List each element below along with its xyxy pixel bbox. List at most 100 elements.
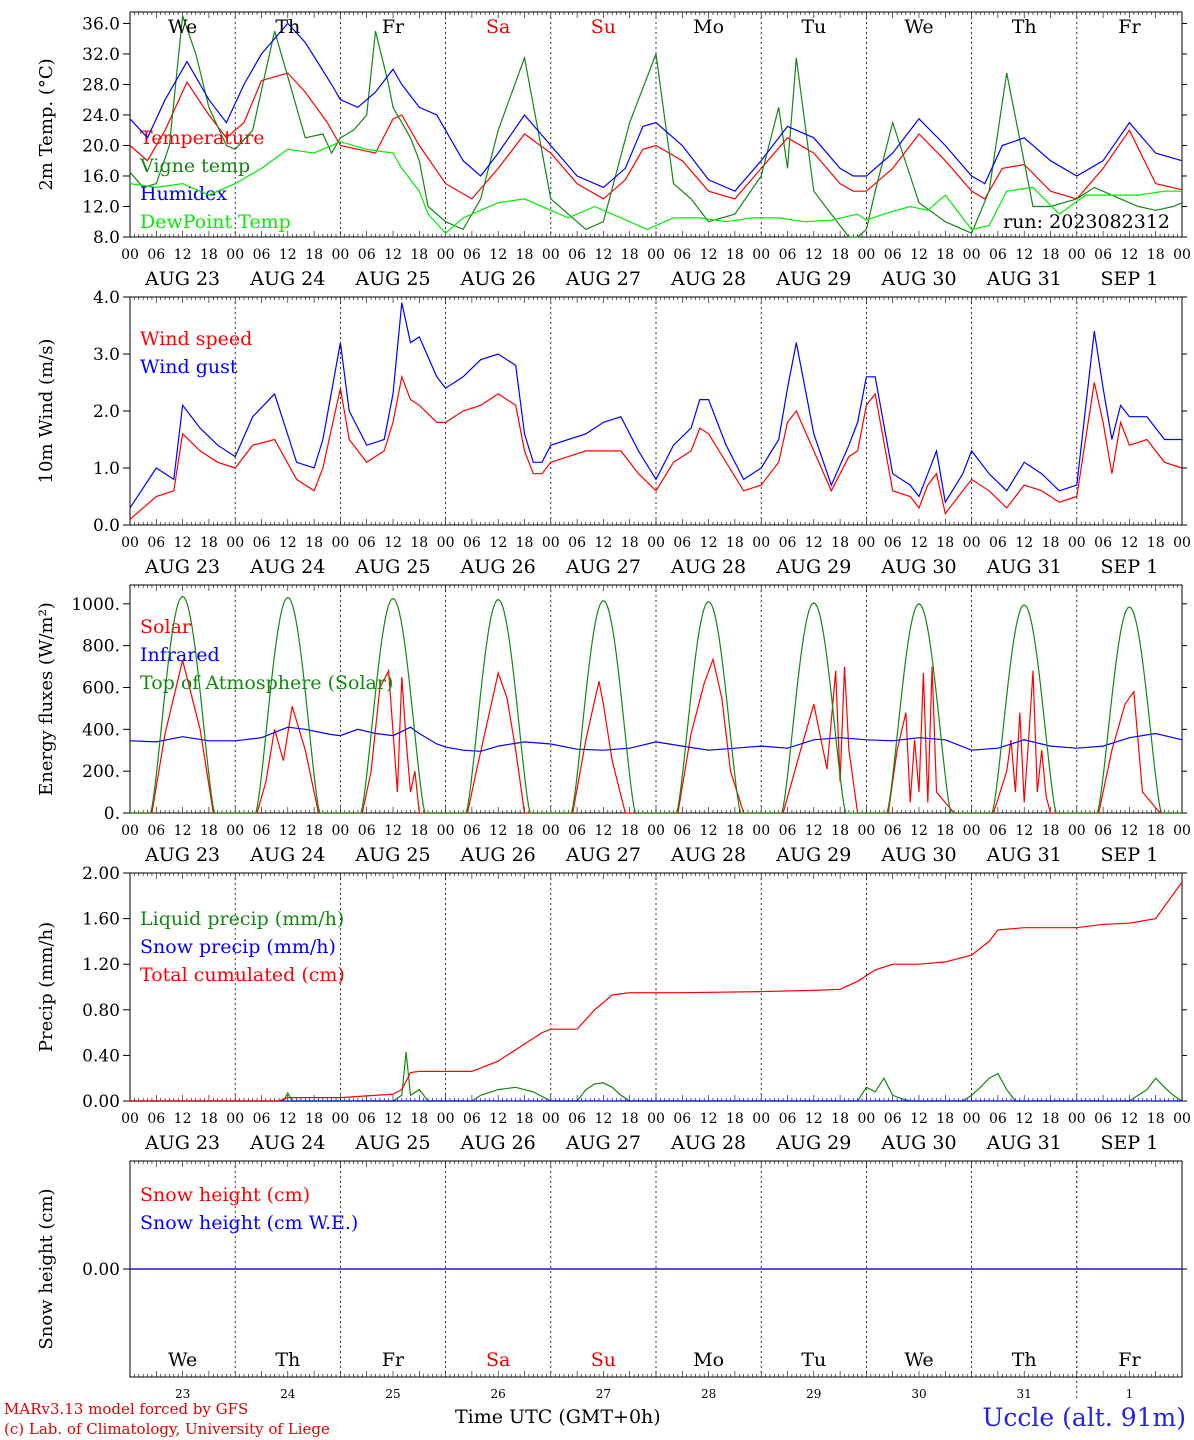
- date-label: AUG 31: [986, 844, 1062, 866]
- hour-tick-label: 18: [936, 1111, 954, 1127]
- hour-tick-label: 06: [989, 535, 1007, 551]
- hour-tick-label: 12: [700, 1111, 718, 1127]
- hour-tick-label: 00: [752, 823, 770, 839]
- date-label: AUG 30: [880, 844, 956, 866]
- date-label: AUG 31: [986, 268, 1062, 290]
- hour-tick-label: 06: [147, 1111, 165, 1127]
- weekday-label: We: [904, 16, 933, 38]
- date-label: AUG 25: [354, 268, 430, 290]
- hour-tick-label: 12: [489, 1111, 507, 1127]
- hour-tick-label: 18: [516, 1111, 534, 1127]
- hour-tick-label: 06: [989, 247, 1007, 263]
- y-tick-label: 20.0: [82, 136, 120, 156]
- date-label: AUG 29: [775, 268, 851, 290]
- series-line-temperature-1: [129, 15, 1183, 238]
- hour-tick-label: 00: [963, 823, 981, 839]
- hour-tick-label: 12: [805, 535, 823, 551]
- hour-tick-label: 00: [226, 823, 244, 839]
- hour-tick-label: 06: [1094, 1111, 1112, 1127]
- hour-tick-label: 12: [279, 535, 297, 551]
- hour-tick-label: 00: [121, 247, 139, 263]
- date-label: AUG 26: [460, 844, 536, 866]
- date-label: AUG 29: [775, 556, 851, 578]
- date-label: AUG 26: [460, 268, 536, 290]
- hour-tick-label: 00: [437, 1111, 455, 1127]
- hour-tick-label: 00: [542, 247, 560, 263]
- hour-tick-label: 06: [253, 535, 271, 551]
- hour-tick-label: 12: [594, 823, 612, 839]
- hour-tick-label: 06: [779, 823, 797, 839]
- hour-tick-label: 12: [594, 247, 612, 263]
- hour-tick-label: 00: [857, 1111, 875, 1127]
- hour-tick-label: 12: [174, 247, 192, 263]
- hour-tick-label: 06: [1094, 823, 1112, 839]
- hour-tick-label: 18: [936, 823, 954, 839]
- hour-tick-label: 00: [857, 535, 875, 551]
- hour-tick-label: 18: [831, 247, 849, 263]
- weekday-label-bottom: Th: [275, 1349, 300, 1371]
- hour-tick-label: 06: [779, 1111, 797, 1127]
- station-name: Uccle (alt. 91m): [982, 1403, 1186, 1432]
- day-number-label: 30: [911, 1387, 926, 1401]
- series-line-wind-0: [129, 374, 1183, 520]
- hour-tick-label: 00: [226, 247, 244, 263]
- hour-tick-label: 00: [1068, 535, 1086, 551]
- legend-entry: Snow height (cm W.E.): [140, 1212, 358, 1234]
- day-number-label: 25: [385, 1387, 400, 1401]
- y-tick-label: 24.0: [82, 106, 120, 126]
- hour-tick-label: 00: [1173, 823, 1191, 839]
- date-label: AUG 29: [775, 844, 851, 866]
- weekday-label: Th: [275, 16, 300, 38]
- y-tick-label: 600.: [82, 678, 120, 698]
- hour-tick-label: 12: [910, 823, 928, 839]
- hour-tick-label: 06: [253, 247, 271, 263]
- hour-tick-label: 12: [1120, 823, 1138, 839]
- hour-tick-label: 06: [989, 823, 1007, 839]
- hour-tick-label: 18: [1147, 247, 1165, 263]
- day-number-label: 24: [280, 1387, 296, 1401]
- hour-tick-label: 12: [910, 247, 928, 263]
- hour-tick-label: 18: [305, 823, 323, 839]
- date-label: AUG 23: [144, 844, 220, 866]
- y-tick-label: 28.0: [82, 75, 120, 95]
- date-label: AUG 27: [565, 844, 641, 866]
- y-tick-label: 8.0: [93, 228, 120, 248]
- hour-tick-label: 00: [331, 823, 349, 839]
- hour-tick-label: 12: [384, 247, 402, 263]
- legend-entry: Total cumulated (cm): [140, 964, 345, 986]
- hour-tick-label: 00: [1068, 823, 1086, 839]
- y-tick-label: 32.0: [82, 45, 120, 65]
- date-label: AUG 30: [880, 1132, 956, 1154]
- hour-tick-label: 06: [463, 823, 481, 839]
- hour-tick-label: 12: [384, 823, 402, 839]
- hour-tick-label: 00: [647, 1111, 665, 1127]
- hour-tick-label: 06: [358, 1111, 376, 1127]
- legend-entry: Infrared: [140, 644, 220, 666]
- y-axis-label: Energy fluxes (W/m²): [36, 602, 57, 796]
- legend-entry: Solar: [140, 616, 192, 638]
- hour-tick-label: 18: [831, 1111, 849, 1127]
- hour-tick-label: 00: [647, 535, 665, 551]
- hour-tick-label: 06: [1094, 247, 1112, 263]
- weekday-label: Su: [591, 16, 616, 38]
- y-tick-label: 0.00: [82, 1092, 120, 1112]
- hour-tick-label: 18: [410, 247, 428, 263]
- legend-entry: DewPoint Temp: [140, 211, 291, 233]
- date-label: AUG 27: [565, 1132, 641, 1154]
- weekday-label: Fr: [382, 16, 405, 38]
- weekday-label-bottom: Mo: [693, 1349, 724, 1371]
- weekday-label: We: [168, 16, 197, 38]
- date-label: SEP 1: [1100, 844, 1158, 866]
- hour-tick-label: 18: [1147, 823, 1165, 839]
- date-label: AUG 28: [670, 268, 746, 290]
- legend-entry: Vigne temp: [139, 155, 250, 177]
- date-label: AUG 30: [880, 268, 956, 290]
- legend-entry: Snow height (cm): [140, 1184, 310, 1206]
- date-label: AUG 24: [249, 844, 325, 866]
- hour-tick-label: 06: [989, 1111, 1007, 1127]
- date-label: AUG 23: [144, 268, 220, 290]
- hour-tick-label: 00: [1173, 247, 1191, 263]
- hour-tick-label: 12: [594, 535, 612, 551]
- hour-tick-label: 00: [542, 1111, 560, 1127]
